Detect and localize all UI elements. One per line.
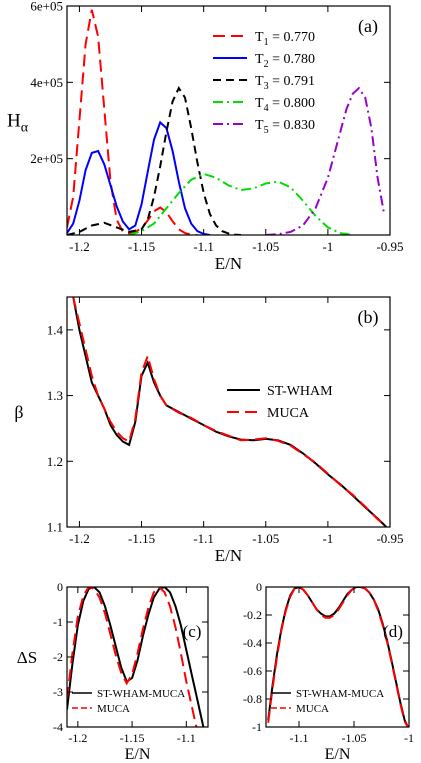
x-tick-label: -1.15	[128, 531, 155, 546]
x-tick-label: -1.1	[290, 731, 309, 745]
y-axis-label-sub: α	[21, 121, 29, 136]
x-axis-label: E/N	[215, 546, 242, 565]
legend-label: MUCA	[97, 703, 130, 715]
legend-label-sub: 5	[264, 125, 269, 136]
x-tick-label: -1.15	[120, 731, 145, 745]
legend-label: ST-WHAM	[267, 384, 333, 399]
legend-label-sub: 4	[264, 103, 269, 114]
y-tick-label: -2	[53, 650, 63, 664]
x-tick-label: -1.05	[252, 239, 279, 254]
series-line	[72, 297, 387, 527]
y-tick-label: 0	[256, 580, 262, 594]
panel-label: (c)	[183, 622, 202, 641]
panel-b: -1.2 -1.15 -1.1 -1.05 -1 -0.95 1.1 1.2 1.3 1.4 E/N…	[14, 296, 404, 565]
panel-label: (b)	[358, 307, 379, 328]
x-tick-label: -1	[322, 239, 333, 254]
x-tick-label: -1.05	[252, 531, 279, 546]
x-tick-label: -1.1	[193, 531, 214, 546]
series-line	[67, 9, 198, 235]
legend-label: T1 = 0.770	[255, 30, 315, 48]
legend-label-rest: = 0.770	[269, 30, 315, 45]
series-line	[67, 86, 241, 235]
x-tick-label: -1.2	[69, 531, 90, 546]
legend-label-sub: 2	[264, 59, 269, 70]
x-tick-label: -0.95	[376, 239, 403, 254]
series-line	[67, 587, 198, 727]
legend-label: ST-WHAM-MUCA	[296, 688, 384, 700]
legend-label: T3 = 0.791	[255, 74, 315, 92]
y-tick-label: 0	[57, 580, 63, 594]
legend-label-rest: = 0.791	[269, 74, 315, 89]
y-tick-label: -4	[53, 720, 63, 734]
legend-label: T4 = 0.800	[255, 96, 315, 114]
legend-label: ST-WHAM-MUCA	[97, 688, 185, 700]
legend-label: T2 = 0.780	[255, 52, 315, 70]
x-tick-label: -1.1	[193, 239, 214, 254]
plot-frame	[66, 5, 391, 236]
y-axis-label: β	[14, 402, 23, 422]
y-tick-label: -0.6	[243, 664, 262, 678]
legend-label-rest: = 0.780	[269, 52, 315, 67]
y-tick-label: 1.2	[47, 454, 63, 469]
series-group	[267, 587, 409, 727]
series-line	[67, 120, 211, 235]
legend-label-rest: = 0.830	[269, 118, 315, 133]
x-tick-label: -0.95	[376, 531, 403, 546]
panel-c: -1.2 -1.15 -1.1 0 -1 -2 -3 -4 E/N ΔS (c) ST-WHAM-MU…	[17, 580, 209, 763]
series-line	[265, 86, 385, 235]
series-group	[67, 587, 205, 727]
x-tick-label: -1.2	[68, 731, 87, 745]
y-tick-label: -3	[53, 685, 63, 699]
legend-label-rest: = 0.800	[269, 96, 315, 111]
y-tick-label: -1	[252, 720, 262, 734]
legend: ST-WHAM-MUCA MUCA	[271, 688, 384, 715]
panel-a: -1.2 -1.15 -1.1 -1.05 -1 -0.95 2e+05 4e+05 6e+05…	[7, 0, 404, 273]
y-axis-label: ΔS	[17, 648, 37, 667]
y-tick-label: 4e+05	[30, 75, 63, 90]
y-axis-label: Hα	[7, 111, 29, 136]
y-tick-label: -1	[53, 615, 63, 629]
plot-frame	[265, 586, 410, 728]
y-tick-label: -0.2	[243, 608, 262, 622]
legend: ST-WHAM MUCA	[227, 384, 333, 421]
series-line	[128, 172, 353, 235]
series-line	[67, 587, 205, 727]
y-tick-label: -0.4	[243, 636, 262, 650]
y-tick-label: 6e+05	[30, 0, 63, 14]
plot-frame	[66, 296, 391, 528]
x-axis-label: E/N	[125, 746, 151, 763]
y-tick-label: 1.3	[47, 388, 63, 403]
y-tick-label: -0.8	[243, 692, 262, 706]
legend-label-sub: 3	[264, 81, 269, 92]
y-tick-label: 1.1	[47, 520, 63, 535]
series-line	[267, 587, 409, 727]
series-group	[67, 9, 385, 235]
x-tick-label: -1.15	[128, 239, 155, 254]
legend-label: T5 = 0.830	[255, 118, 315, 136]
y-tick-label: 1.4	[47, 322, 64, 337]
x-tick-label: -1.1	[177, 731, 196, 745]
x-tick-label: -1	[404, 731, 414, 745]
x-tick-label: -1	[322, 531, 333, 546]
x-tick-label: -1.2	[69, 239, 90, 254]
legend: T1 = 0.770 T2 = 0.780 T3 = 0.791 T4 = 0.800…	[213, 30, 315, 136]
panel-label: (d)	[383, 622, 403, 641]
x-tick-label: -1.05	[342, 731, 367, 745]
x-axis-label: E/N	[215, 254, 242, 273]
x-axis-label: E/N	[325, 746, 351, 763]
panel-d: -1.1 -1.05 -1 0 -0.2 -0.4 -0.6 -0.8 -1 E/N (d) ST-W…	[243, 580, 414, 763]
series-group	[72, 297, 387, 527]
panel-label: (a)	[358, 16, 378, 37]
legend-label: MUCA	[296, 703, 329, 715]
legend-label-sub: 1	[264, 37, 269, 48]
y-tick-label: 2e+05	[30, 151, 63, 166]
legend: ST-WHAM-MUCA MUCA	[72, 688, 185, 715]
legend-label: MUCA	[267, 406, 310, 421]
